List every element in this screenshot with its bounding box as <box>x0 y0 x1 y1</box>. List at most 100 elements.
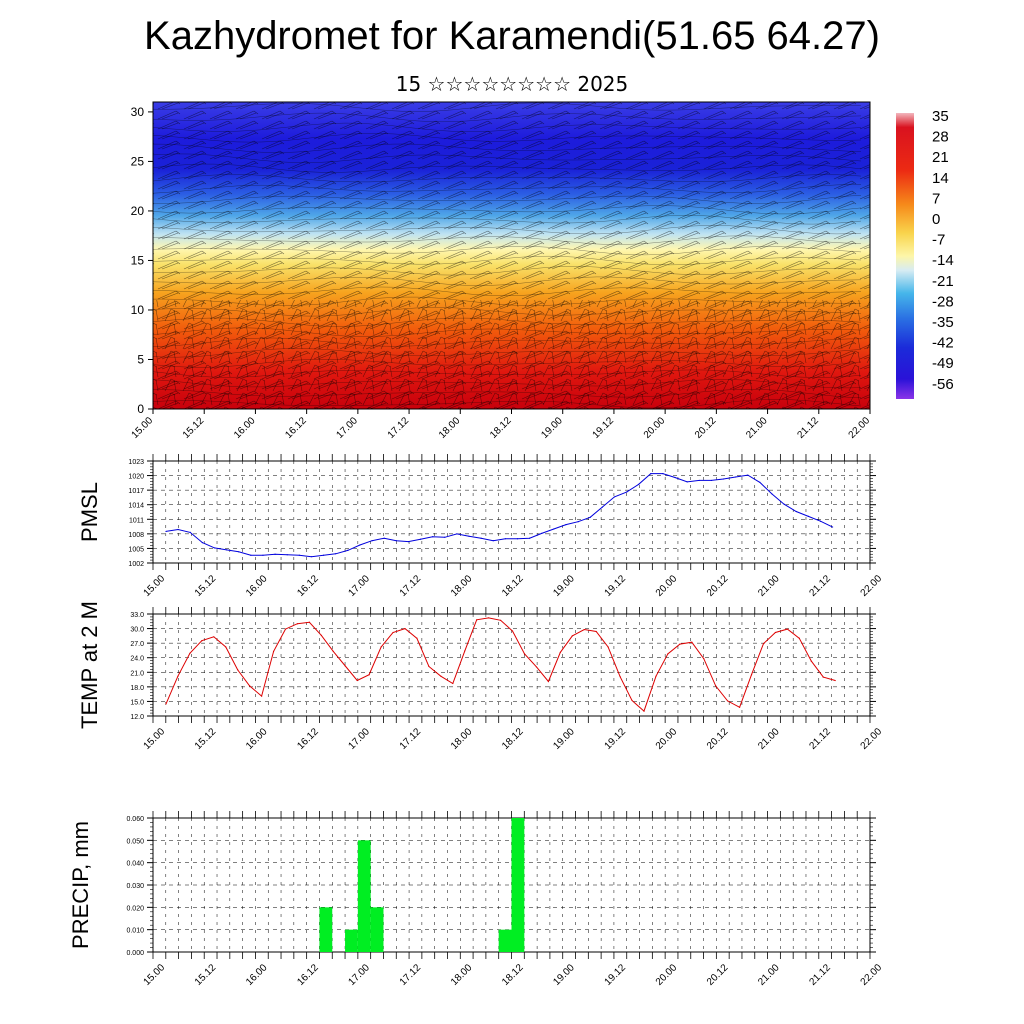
pmsl-xtick-label: 17.12 <box>398 573 424 599</box>
pmsl-xtick-label: 21.12 <box>807 573 833 599</box>
pmsl-data-point <box>516 538 519 540</box>
pmsl-data-point <box>662 473 664 475</box>
temp-data-point <box>511 630 514 632</box>
temp-data-point <box>500 619 502 621</box>
temp-data-point <box>583 628 585 631</box>
pmsl-data-point <box>807 515 809 517</box>
colorbar-label: 35 <box>932 108 949 125</box>
pmsl-ytick-label: 1002 <box>128 561 144 568</box>
temp-data-point <box>380 646 382 648</box>
temp-data-point <box>261 695 263 697</box>
heat-xtick-label: 21.12 <box>795 415 821 441</box>
chart-subtitle: 15 ☆☆☆☆☆☆☆☆ 2025 <box>395 72 629 96</box>
heat-xtick-label: 19.00 <box>539 415 565 441</box>
pmsl-ytick-label: 1014 <box>128 503 144 510</box>
temp-xtick-label: 15.00 <box>142 726 168 752</box>
heat-xtick-label: 15.12 <box>181 415 207 441</box>
temp-xtick-label: 22.00 <box>859 726 885 752</box>
colorbar-ramp <box>896 113 914 399</box>
pmsl-data-point <box>419 538 422 540</box>
pmsl-ylabel: PMSL <box>77 482 102 542</box>
heat-ytick-label: 15 <box>131 253 145 267</box>
temp-data-point <box>607 646 609 648</box>
pmsl-data-point <box>262 554 264 556</box>
pmsl-data-point <box>383 537 385 539</box>
temp-data-point <box>571 635 573 637</box>
pmsl-data-point <box>310 556 313 558</box>
colorbar-label: -49 <box>932 355 954 372</box>
heat-ytick-label: 30 <box>131 105 145 119</box>
pmsl-ytick-label: 1017 <box>128 488 144 495</box>
pmsl-data-point <box>565 524 567 526</box>
heat-xtick-label: 17.12 <box>386 415 412 441</box>
temp-ytick-label: 15.0 <box>130 699 144 706</box>
heatmap-y-ticks: 0 5 10 15 20 25 30 <box>131 105 153 416</box>
precip-xtick-label: 15.00 <box>142 962 168 988</box>
temp-data-point <box>535 666 538 668</box>
chart-title: Kazhydromet for Karamendi(51.65 64.27) <box>144 14 880 58</box>
pmsl-xtick-label: 21.00 <box>756 573 782 599</box>
colorbar-label: 28 <box>932 129 949 146</box>
temp-data-point <box>177 675 179 677</box>
temp-xtick-label: 17.12 <box>398 726 424 752</box>
heat-xtick-label: 17.00 <box>335 415 361 441</box>
temp-data-point <box>225 646 227 648</box>
pmsl-data-point <box>347 549 349 551</box>
precip-ytick-label: 0.000 <box>126 950 144 957</box>
precip-xtick-label: 16.12 <box>295 962 321 988</box>
temp-data-point <box>715 685 717 687</box>
pmsl-data-point <box>795 510 797 513</box>
pmsl-data-point <box>504 538 506 540</box>
pmsl-data-point <box>238 551 240 553</box>
isotherm-line <box>153 296 861 306</box>
temp-xtick-label: 19.12 <box>603 726 629 752</box>
colorbar-label: -35 <box>932 314 954 331</box>
isotherm-line <box>152 307 862 317</box>
isotherm-lines <box>152 102 862 409</box>
pmsl-data-point <box>226 549 228 551</box>
pmsl-data-point <box>407 541 409 543</box>
pmsl-data-point <box>832 526 834 528</box>
temp-data-point <box>284 628 287 630</box>
temp-ytick-label: 33.0 <box>130 612 144 619</box>
precip-xtick-label: 18.00 <box>449 962 475 988</box>
pmsl-data-point <box>177 528 179 531</box>
colorbar-label: -14 <box>932 252 954 269</box>
precip-bar <box>357 840 371 952</box>
heat-xtick-label: 18.12 <box>488 415 514 441</box>
isotherm-line <box>152 133 862 143</box>
isotherm-line <box>152 102 861 112</box>
pmsl-data-point <box>819 520 822 522</box>
isotherm-line <box>152 337 862 347</box>
precip-ylabel: PRECIP, mm <box>68 821 93 949</box>
isotherm-line <box>152 266 862 276</box>
pmsl-data-point <box>213 547 216 549</box>
pmsl-xtick-label: 19.00 <box>551 573 577 599</box>
temp-xtick-label: 15.12 <box>193 726 219 752</box>
temp-data-point <box>774 631 777 634</box>
pmsl-data-point <box>298 554 300 556</box>
isotherm-line <box>152 246 862 256</box>
pmsl-data-point <box>541 532 543 534</box>
wind-barbs-lower <box>153 300 870 409</box>
precip-ytick-label: 0.030 <box>126 883 144 890</box>
temp-xtick-label: 21.00 <box>756 726 782 752</box>
isotherm-line <box>152 205 862 215</box>
temp-data-point <box>559 651 561 653</box>
heat-xtick-label: 16.12 <box>283 415 309 441</box>
precip-xtick-label: 17.12 <box>398 962 424 988</box>
pmsl-xtick-label: 17.00 <box>347 573 373 599</box>
precip-panel: 0.000 0.010 0.020 0.030 0.040 0.050 0.060 15.00… <box>68 811 884 988</box>
temp-data-point <box>643 710 645 712</box>
isotherm-line <box>152 359 862 368</box>
precip-xtick-label: 16.00 <box>244 962 270 988</box>
temp-data-point <box>595 630 597 633</box>
temp-data-point <box>703 658 705 660</box>
temp-data-point <box>189 652 191 654</box>
isotherm-line <box>152 235 862 245</box>
temp-data-point <box>476 619 478 621</box>
pmsl-ytick-label: 1020 <box>128 474 144 481</box>
heat-xtick-label: 16.00 <box>232 415 258 441</box>
temp-panel: 12.0 15.0 18.0 21.0 24.0 27.0 30.0 33.0 15.00 15.… <box>77 601 884 752</box>
pmsl-data-point <box>650 473 652 475</box>
